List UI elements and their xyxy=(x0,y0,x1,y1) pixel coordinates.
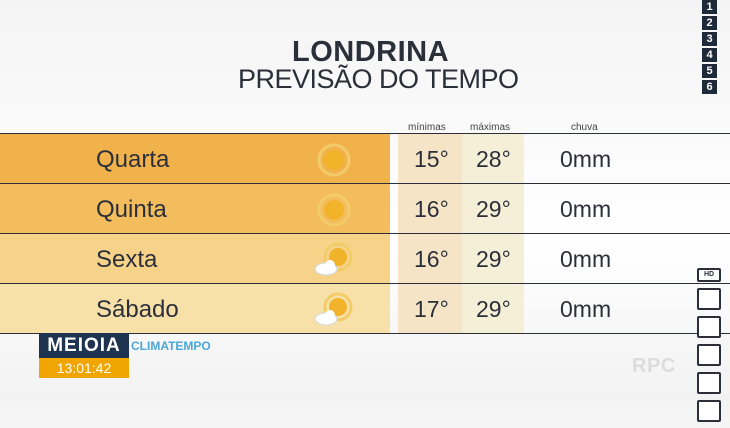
max-cell xyxy=(462,134,524,183)
max-cell xyxy=(462,234,524,283)
page-badge-6[interactable]: 6 xyxy=(702,80,717,94)
show-logo: MEIOIA xyxy=(39,333,129,358)
page-badge-1[interactable]: 1 xyxy=(702,0,717,14)
forecast-row: Sexta 16° 29° 0mm xyxy=(0,234,730,284)
max-temp: 29° xyxy=(476,196,511,222)
rain-amount: 0mm xyxy=(560,296,612,322)
show-logo-text: MEIOIA xyxy=(47,335,121,356)
page-badge-5[interactable]: 5 xyxy=(702,64,717,78)
sun-cloud-icon xyxy=(314,242,353,276)
min-temp: 16° xyxy=(414,246,449,272)
max-temp: 29° xyxy=(476,296,511,322)
rain-amount: 0mm xyxy=(560,246,612,272)
rain-amount: 0mm xyxy=(560,196,612,222)
day-label: Sexta xyxy=(96,246,158,273)
min-cell xyxy=(398,184,462,233)
clock: 13:01:42 xyxy=(39,358,129,378)
city-title: LONDRINA xyxy=(292,36,450,68)
min-cell xyxy=(398,234,462,283)
page-badge-3[interactable]: 3 xyxy=(702,32,717,46)
channel-watermark: RPC xyxy=(632,355,676,377)
home-icon[interactable] xyxy=(697,400,721,422)
forecast-row: Sábado 17° 29° 0mm xyxy=(0,284,730,334)
forecast-row: Quarta 15° 28° 0mm xyxy=(0,133,730,184)
min-cell xyxy=(398,284,462,333)
max-cell xyxy=(462,284,524,333)
column-header-max: máximas xyxy=(470,122,511,133)
sun-icon xyxy=(317,143,351,177)
rain-amount: 0mm xyxy=(560,146,612,172)
sun-cloud-icon xyxy=(314,292,353,326)
camera-icon[interactable] xyxy=(697,344,721,366)
day-label: Quinta xyxy=(96,196,167,223)
forecast-subtitle: PREVISÃO DO TEMPO xyxy=(238,64,519,94)
min-temp: 16° xyxy=(414,196,449,222)
side-icon-bar: HD xyxy=(697,268,723,428)
forecast-table: Quarta 15° 28° 0mm Quinta 16° 29° 0mm Se… xyxy=(0,133,730,334)
tv-icon[interactable] xyxy=(697,316,721,338)
forecast-row: Quinta 16° 29° 0mm xyxy=(0,184,730,234)
sun-icon xyxy=(317,193,351,227)
page-badge-4[interactable]: 4 xyxy=(702,48,717,62)
video-icon[interactable] xyxy=(697,372,721,394)
min-cell xyxy=(398,134,462,183)
page-badge-2[interactable]: 2 xyxy=(702,16,717,30)
min-temp: 15° xyxy=(414,146,449,172)
weather-provider: CLIMATEMPO xyxy=(131,339,211,353)
column-header-min: mínimas xyxy=(408,122,446,133)
max-temp: 28° xyxy=(476,146,511,172)
hd-icon[interactable]: HD xyxy=(697,268,721,282)
max-cell xyxy=(462,184,524,233)
column-header-rain: chuva xyxy=(571,122,598,133)
max-temp: 29° xyxy=(476,246,511,272)
page-number-badges: 1 2 3 4 5 6 xyxy=(702,0,718,96)
g1-icon[interactable] xyxy=(697,288,721,310)
min-temp: 17° xyxy=(414,296,449,322)
day-label: Sábado xyxy=(96,296,179,323)
day-label: Quarta xyxy=(96,146,170,173)
